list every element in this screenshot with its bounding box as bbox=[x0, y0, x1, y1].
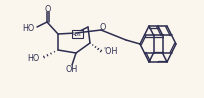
Text: HO: HO bbox=[27, 54, 39, 63]
Text: HO: HO bbox=[22, 24, 34, 33]
Text: OH: OH bbox=[66, 65, 78, 74]
Text: O: O bbox=[100, 23, 106, 31]
Text: Abs: Abs bbox=[72, 31, 82, 36]
Text: 'OH: 'OH bbox=[103, 46, 117, 55]
Text: O: O bbox=[45, 5, 51, 14]
FancyBboxPatch shape bbox=[71, 30, 82, 38]
